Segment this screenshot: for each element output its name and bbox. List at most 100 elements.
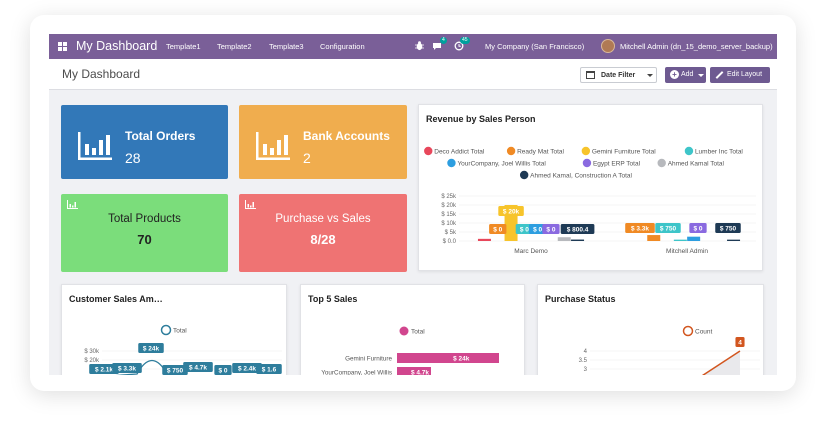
- bar: [557, 237, 571, 241]
- chart-title: Revenue by Sales Person: [426, 114, 536, 124]
- legend-swatch: [682, 325, 694, 337]
- company-switcher[interactable]: My Company (San Francisco): [485, 42, 585, 51]
- pencil-icon: [715, 71, 724, 79]
- bar-chart-icon: [256, 132, 290, 160]
- legend-label: Total: [411, 329, 425, 336]
- revenue-chart: Deco Addict Total Ready Mat Total Gemini F…: [424, 146, 756, 255]
- tile-value: 2: [303, 150, 311, 166]
- app-brand[interactable]: My Dashboard: [76, 39, 158, 53]
- legend-swatch: [506, 146, 516, 156]
- data-label-bg: [256, 364, 282, 374]
- legend-swatch: [424, 146, 433, 156]
- y-tick-label: $ 15k: [441, 212, 457, 218]
- nav-template3[interactable]: Template3: [269, 42, 304, 51]
- x-tick-label: Mitchell Admin: [666, 248, 708, 255]
- legend-label: Gemini Furniture Total: [592, 149, 656, 156]
- date-filter-button[interactable]: Date Filter: [580, 67, 657, 83]
- bug-icon[interactable]: [415, 41, 424, 51]
- legend-swatch: [581, 146, 591, 156]
- activity-badge: 45: [460, 37, 470, 44]
- data-label: $ 4.7k: [189, 365, 207, 372]
- data-label-bg: [232, 363, 262, 373]
- bar: [673, 239, 687, 241]
- bar: [647, 235, 661, 241]
- data-label-bg: [112, 363, 142, 373]
- user-menu[interactable]: Mitchell Admin (dn_15_demo_server_backup…: [620, 42, 773, 51]
- apps-grid-icon[interactable]: [58, 42, 67, 51]
- tile-title: Total Orders: [125, 129, 196, 143]
- data-label-bg: [542, 224, 560, 234]
- y-tick-label: YourCompany, Joel Willis: [321, 370, 392, 376]
- data-label: $ 750: [660, 226, 677, 233]
- add-button[interactable]: + Add: [665, 67, 706, 83]
- y-tick-label: Gemini Furniture: [345, 356, 392, 363]
- caret-down-icon: [647, 74, 653, 77]
- edit-layout-label: Edit Layout: [727, 71, 763, 78]
- data-label: $ 1.6: [262, 367, 277, 374]
- y-tick-label: 3.5: [579, 358, 588, 364]
- tile-total-products[interactable]: Total Products 70: [61, 194, 228, 272]
- data-label: $ 0: [533, 227, 542, 234]
- customer-sales-chart: Total$ 30k$ 20k$ 1$ 2.1k$ 3.3k$ 24k$ 750…: [84, 324, 282, 375]
- nav-template2[interactable]: Template2: [217, 42, 252, 51]
- tile-bank-accounts[interactable]: Bank Accounts 2: [239, 105, 407, 179]
- legend-label: Count: [695, 329, 713, 336]
- page-title: My Dashboard: [62, 67, 141, 81]
- legend-swatch: [160, 324, 172, 336]
- data-label: $ 20k: [503, 209, 520, 216]
- activity-clock-icon[interactable]: [454, 41, 464, 51]
- tile-value: 70: [137, 232, 152, 247]
- data-label: $ 0: [546, 227, 555, 234]
- nav-template1[interactable]: Template1: [166, 42, 201, 51]
- top5-sales-chart: Total Gemini Furniture $ 24k YourCompany, J…: [321, 326, 499, 376]
- legend-label: Egypt ERP Total: [593, 161, 641, 168]
- y-tick-label: $ 5k: [445, 230, 457, 236]
- data-label: $ 2.4k: [238, 366, 256, 373]
- control-bar: My Dashboard Date Filter + Add Edit Layo…: [49, 59, 777, 90]
- series-line: [115, 359, 176, 375]
- data-label: $ 2.1k: [95, 367, 113, 374]
- bar-chart-icon: [245, 200, 256, 209]
- user-avatar[interactable]: [601, 39, 615, 53]
- y-tick-label: $ 20k: [441, 203, 457, 209]
- data-label-bg: [214, 365, 232, 375]
- chart-title: Top 5 Sales: [308, 294, 358, 304]
- data-label: 4: [738, 340, 742, 347]
- data-label-bg: [498, 206, 524, 216]
- data-label-bg: [89, 364, 119, 374]
- chat-icon[interactable]: [432, 42, 442, 51]
- legend-swatch: [447, 158, 456, 168]
- data-label-bg: [689, 223, 707, 233]
- chat-badge: 4: [440, 37, 447, 44]
- legend-label: Deco Addict Total: [434, 149, 485, 156]
- tile-value: 28: [125, 150, 141, 166]
- nav-configuration[interactable]: Configuration: [320, 42, 365, 51]
- date-filter-label: Date Filter: [601, 72, 636, 79]
- data-label-bg: [655, 223, 681, 233]
- edit-layout-button[interactable]: Edit Layout: [710, 67, 770, 83]
- data-label: $ 0: [218, 368, 227, 375]
- screenshot-frame: My Dashboard Template1 Template2 Templat…: [30, 15, 796, 391]
- bar-chart-icon: [67, 200, 78, 209]
- purchase-status-card: Purchase Status Count 4 3.5 3 2.5 2 4: [537, 284, 764, 375]
- data-label-bg: [138, 343, 164, 353]
- data-label-bg: [560, 224, 595, 234]
- legend-label: Ahmed Kamal Total: [668, 161, 725, 168]
- data-label: $ 0: [693, 226, 702, 233]
- tile-purchase-vs-sales[interactable]: Purchase vs Sales 8/28: [239, 194, 407, 272]
- chart-title: Customer Sales Am…: [69, 294, 163, 304]
- odoo-app: My Dashboard Template1 Template2 Templat…: [49, 34, 777, 375]
- bar: [571, 239, 585, 241]
- y-tick-label: 4: [584, 349, 588, 355]
- revenue-chart-card: Revenue by Sales Person Deco Addict Tota…: [418, 104, 763, 271]
- customer-sales-card: Customer Sales Am… Total$ 30k$ 20k$ 1$ 2…: [61, 284, 287, 375]
- data-label-bg: [489, 224, 507, 234]
- data-label: $ 4.7k: [411, 370, 429, 376]
- data-label: $ 800.4: [567, 227, 589, 234]
- tile-total-orders[interactable]: Total Orders 28: [61, 105, 228, 179]
- data-label-bg: [625, 223, 655, 233]
- legend-label: YourCompany, Joel Willis Total: [457, 161, 546, 168]
- plus-circle-icon: +: [670, 70, 679, 79]
- bar: [687, 236, 701, 241]
